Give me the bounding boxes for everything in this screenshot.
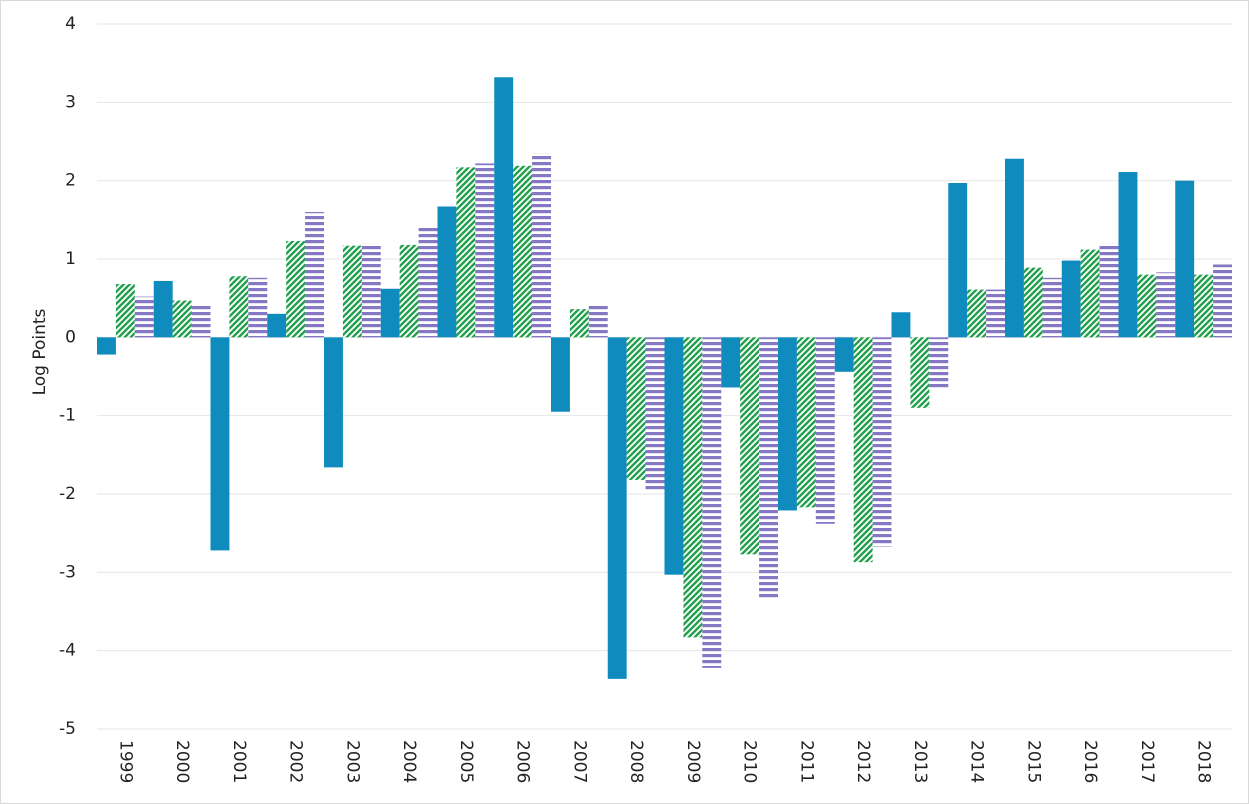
bar <box>626 337 646 480</box>
x-tick-label: 2018 <box>1194 740 1214 783</box>
y-tick-label: 0 <box>65 327 76 347</box>
y-tick-label: -5 <box>59 719 76 739</box>
x-tick-label: 2006 <box>513 740 533 783</box>
bar <box>872 337 892 547</box>
y-tick-label: -1 <box>59 406 76 426</box>
x-tick-label: 2002 <box>286 740 306 783</box>
bar <box>191 306 211 338</box>
bar <box>97 337 116 355</box>
bar <box>418 227 438 338</box>
bar <box>607 337 627 679</box>
x-tick-label: 2016 <box>1080 740 1100 783</box>
y-tick-label: 2 <box>65 171 76 191</box>
bar <box>1061 260 1081 338</box>
bar <box>721 337 741 388</box>
bar <box>115 284 135 338</box>
bar <box>1194 274 1214 338</box>
x-tick-label: 2007 <box>569 740 589 783</box>
bar <box>815 337 835 524</box>
bar <box>1042 277 1062 338</box>
bar <box>967 289 987 338</box>
bar <box>1005 158 1024 338</box>
bar <box>569 309 589 338</box>
bar <box>759 337 778 600</box>
bar <box>361 243 381 338</box>
bar <box>1175 180 1195 338</box>
x-tick-label: 2003 <box>342 740 362 783</box>
x-tick-label: 2012 <box>853 740 873 783</box>
bar <box>1080 249 1100 338</box>
bar <box>740 337 760 555</box>
bar <box>1156 272 1176 338</box>
x-tick-label: 2017 <box>1137 740 1157 783</box>
bar <box>153 280 173 338</box>
y-tick-label: 3 <box>65 92 76 112</box>
y-tick-label: 1 <box>65 249 76 269</box>
y-tick-label: -3 <box>59 562 76 582</box>
bar <box>796 337 816 508</box>
bar <box>286 240 306 338</box>
bar <box>929 337 949 390</box>
bar <box>305 212 324 338</box>
bar <box>267 313 287 338</box>
bar <box>210 337 230 551</box>
bar <box>1118 172 1138 338</box>
x-tick-label: 2005 <box>456 740 476 783</box>
x-tick-label: 2009 <box>683 740 703 783</box>
x-tick-label: 2015 <box>1023 740 1043 783</box>
bar <box>532 153 551 338</box>
bar <box>664 337 684 575</box>
x-tick-label: 2010 <box>740 740 760 783</box>
bar <box>891 312 911 338</box>
bar <box>342 245 362 338</box>
bar <box>248 277 268 338</box>
bar <box>513 165 533 338</box>
x-tick-label: 2011 <box>796 740 816 783</box>
x-tick-label: 2000 <box>172 740 192 783</box>
x-tick-label: 1999 <box>115 740 135 783</box>
y-tick-label: 4 <box>65 14 76 34</box>
y-tick-label: -2 <box>59 484 76 504</box>
bar <box>399 244 419 338</box>
bar <box>229 276 249 338</box>
bar <box>853 337 873 563</box>
bar <box>910 337 930 408</box>
bar <box>702 337 722 668</box>
bar <box>134 296 154 338</box>
bar <box>1023 267 1043 338</box>
x-tick-label: 2013 <box>910 740 930 783</box>
x-tick-label: 2014 <box>967 740 987 783</box>
x-tick-label: 2008 <box>626 740 646 783</box>
bar <box>834 337 854 372</box>
x-tick-label: 2004 <box>399 740 419 783</box>
bar <box>1213 264 1232 338</box>
bar <box>380 288 400 338</box>
bar <box>172 300 192 338</box>
bar <box>475 163 495 338</box>
bar <box>494 77 514 338</box>
bar <box>986 289 1005 338</box>
y-tick-label: -4 <box>59 641 76 661</box>
x-tick-label: 2001 <box>229 740 249 783</box>
bar <box>645 337 665 492</box>
bar <box>437 206 457 338</box>
bar <box>588 306 608 338</box>
bar <box>778 337 797 511</box>
bar <box>683 337 703 638</box>
y-axis-label: Log Points <box>30 308 50 395</box>
bar <box>1137 274 1157 338</box>
bar <box>1099 243 1119 338</box>
bar <box>948 183 968 338</box>
bar <box>324 337 343 468</box>
bar <box>456 167 476 338</box>
bar <box>551 337 570 412</box>
